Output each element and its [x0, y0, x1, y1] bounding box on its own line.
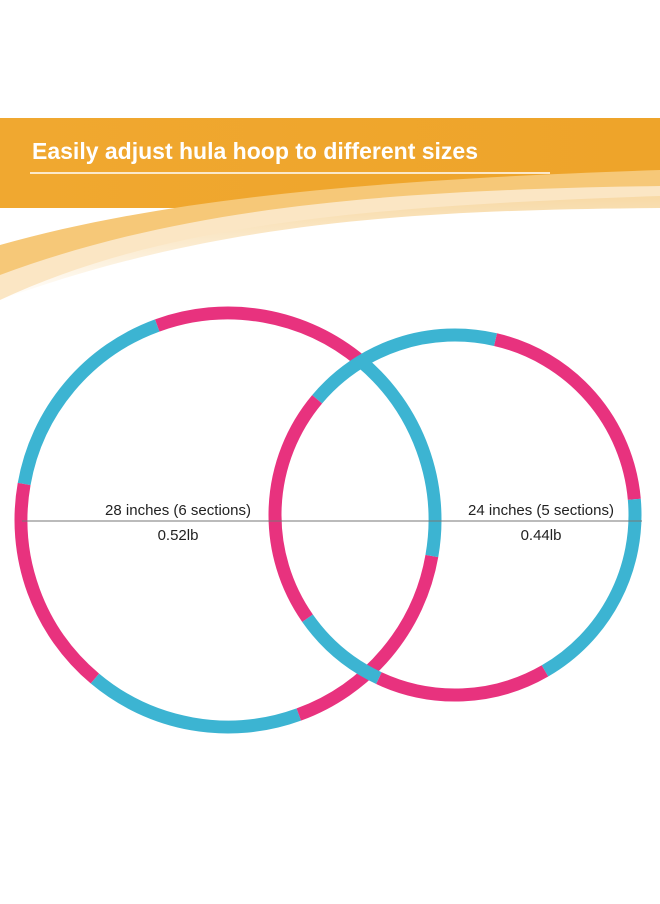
hoop-section [268, 395, 323, 622]
hoop-weight: 0.52lb [158, 527, 199, 544]
hoop-section [302, 614, 382, 685]
hoop-size: 24 inches (5 sections) [468, 502, 614, 519]
hoop-weight: 0.44lb [521, 527, 562, 544]
hoop-size: 28 inches (6 sections) [105, 502, 251, 519]
hoop-section [376, 665, 549, 702]
banner-wave [0, 170, 660, 275]
hoop-section [312, 328, 497, 404]
hoop-section [541, 498, 642, 677]
hoop-section [356, 356, 442, 558]
hoop-section [154, 306, 366, 367]
header-banner: Easily adjust hula hoop to different siz… [0, 118, 660, 300]
hoop-section [90, 673, 302, 734]
hoop-section [296, 554, 439, 721]
header-title: Easily adjust hula hoop to different siz… [32, 138, 478, 164]
hoop-section [14, 482, 100, 684]
hoops [14, 306, 642, 734]
hoop-section [17, 319, 160, 486]
hoop-section [494, 333, 641, 500]
